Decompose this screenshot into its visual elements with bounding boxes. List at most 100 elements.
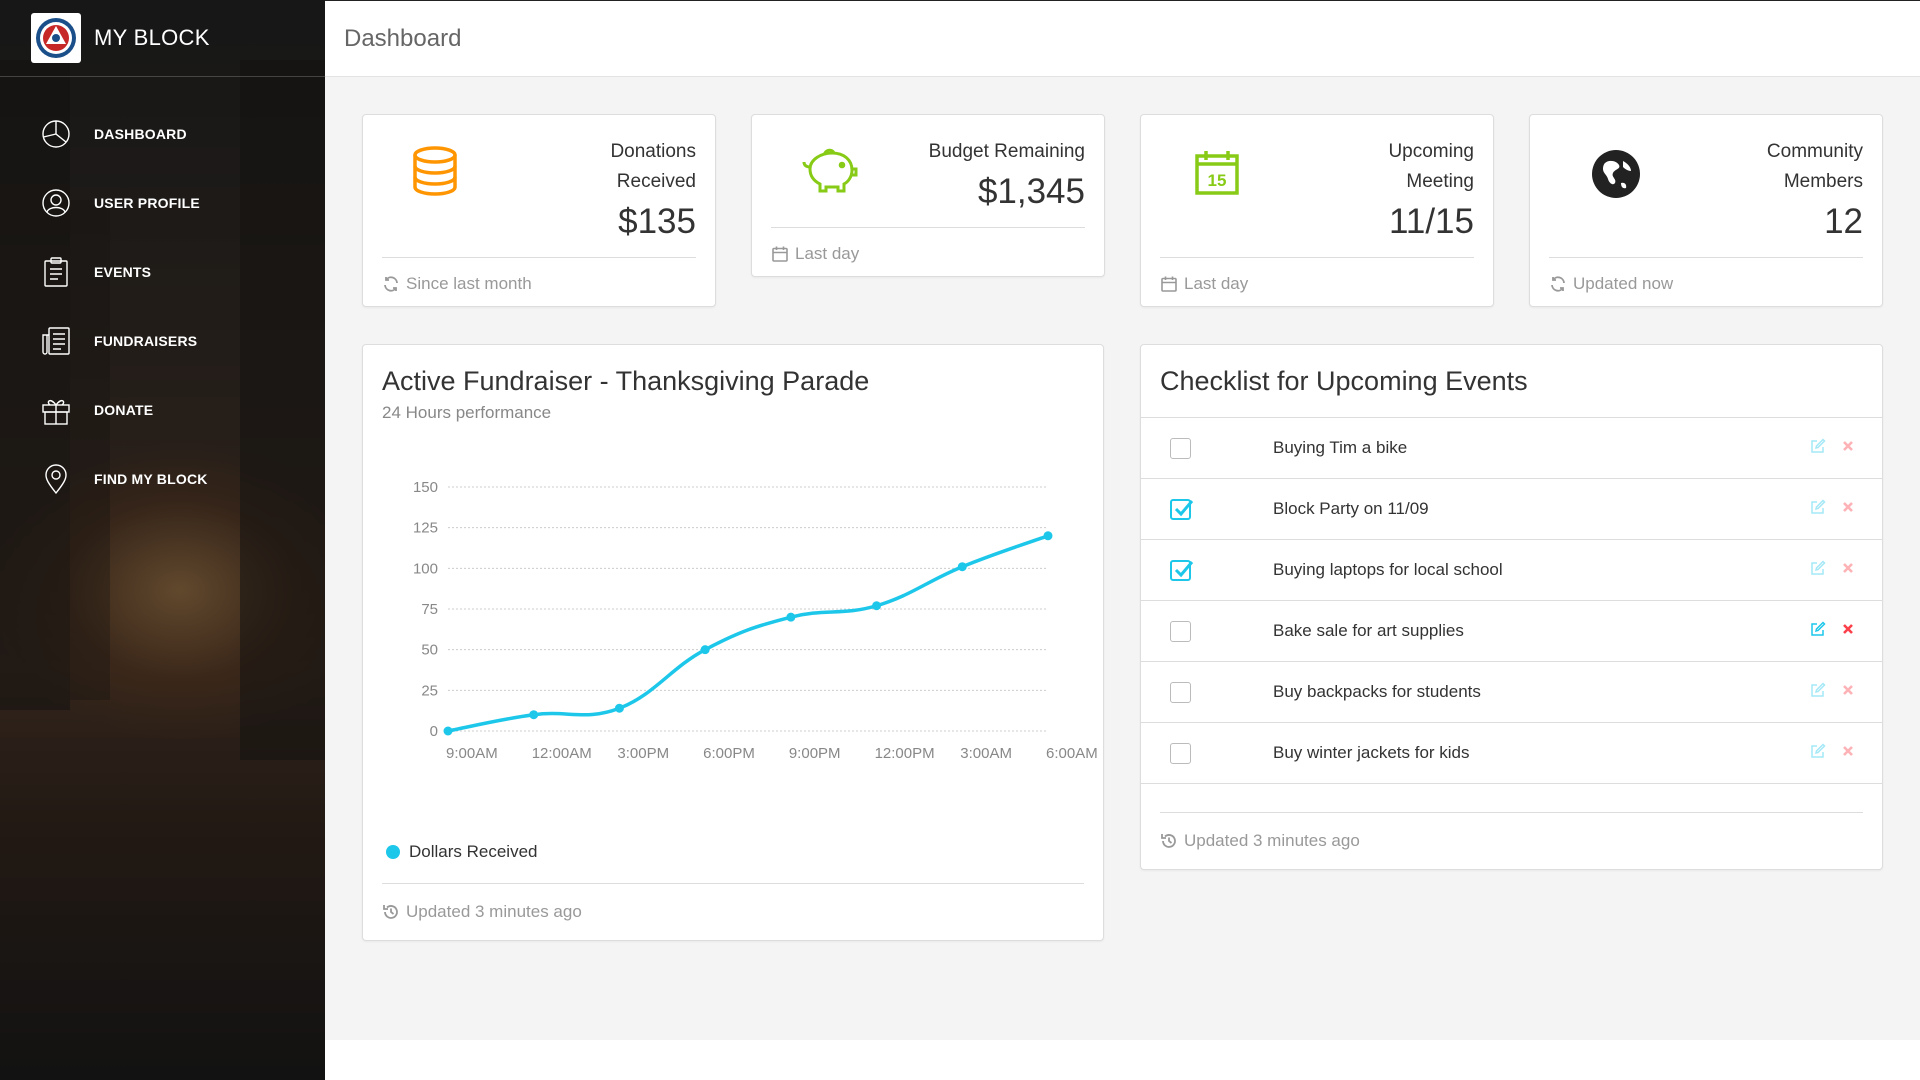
footer-strip — [325, 1040, 1920, 1080]
task-checkbox[interactable] — [1170, 620, 1191, 642]
data-point — [700, 645, 710, 655]
data-point — [872, 601, 882, 611]
data-point — [529, 710, 539, 720]
news-icon — [42, 326, 70, 355]
remove-icon[interactable] — [1840, 560, 1856, 576]
sidebar-item-events[interactable]: EVENTS — [0, 237, 325, 306]
stat-value: $1,345 — [977, 172, 1085, 211]
check-icon — [1174, 499, 1194, 516]
stat-footer-text: Last day — [1184, 274, 1249, 293]
stat-label: Received — [616, 171, 696, 192]
stat-footer: Last day — [771, 227, 1085, 280]
edit-icon[interactable] — [1810, 621, 1826, 637]
y-tick-label: 50 — [421, 642, 438, 659]
user-icon — [42, 188, 70, 217]
stat-label: Meeting — [1406, 171, 1474, 192]
x-tick-label: 9:00AM — [446, 745, 498, 762]
legend-dot — [386, 845, 400, 859]
task-text: Buy winter jackets for kids — [1273, 743, 1470, 762]
task-checkbox[interactable] — [1170, 742, 1191, 764]
task-checkbox[interactable] — [1170, 498, 1194, 520]
y-tick-label: 75 — [421, 601, 438, 618]
y-tick-label: 125 — [413, 520, 438, 537]
task-actions — [1810, 621, 1856, 637]
remove-icon[interactable] — [1840, 621, 1856, 637]
task-row: Buying laptops for local school — [1141, 540, 1882, 601]
chart-title: Active Fundraiser - Thanksgiving Parade — [382, 366, 870, 396]
edit-icon[interactable] — [1810, 682, 1826, 698]
edit-icon[interactable] — [1810, 560, 1826, 576]
sidebar-item-label: FUNDRAISERS — [94, 332, 198, 349]
stat-label: Budget Remaining — [928, 141, 1085, 162]
checklist-footer-text: Updated 3 minutes ago — [1184, 831, 1360, 850]
x-tick-label: 3:00AM — [960, 745, 1012, 762]
check-icon — [1174, 560, 1194, 577]
data-point — [443, 726, 453, 736]
page-title[interactable]: Dashboard — [344, 24, 462, 52]
sidebar-item-label: FIND MY BLOCK — [94, 470, 208, 487]
sidebar-item-user-profile[interactable]: USER PROFILE — [0, 168, 325, 237]
stat-footer: Updated now — [1549, 257, 1863, 310]
top-navbar: Dashboard — [325, 0, 1920, 77]
main-content: Dashboard Donations Received $135 Since … — [325, 0, 1920, 1040]
task-text: Buying laptops for local school — [1273, 560, 1503, 579]
stat-footer: Since last month — [382, 257, 696, 310]
sidebar-item-find-my-block[interactable]: FIND MY BLOCK — [0, 444, 325, 513]
stat-label: Community — [1766, 141, 1863, 162]
sidebar-item-dashboard[interactable]: DASHBOARD — [0, 99, 325, 168]
chart-footer: Updated 3 minutes ago — [382, 883, 1084, 940]
y-tick-label: 150 — [413, 479, 438, 496]
calendar-icon — [772, 246, 788, 262]
task-checkbox[interactable] — [1170, 437, 1191, 459]
edit-icon[interactable] — [1810, 743, 1826, 759]
task-actions — [1810, 682, 1856, 698]
globe-icon — [1592, 150, 1640, 198]
edit-icon[interactable] — [1810, 499, 1826, 515]
fundraiser-chart-card: Active Fundraiser - Thanksgiving Parade … — [362, 344, 1104, 941]
piggy-bank-icon — [802, 148, 858, 193]
stat-label: Members — [1783, 171, 1863, 192]
remove-icon[interactable] — [1840, 743, 1856, 759]
task-actions — [1810, 499, 1856, 515]
y-tick-label: 0 — [430, 723, 438, 740]
history-icon — [383, 905, 398, 919]
sidebar: MY BLOCK DASHBOARD USER PROFILE EVENTS F… — [0, 0, 325, 1080]
task-text: Buy backpacks for students — [1273, 682, 1481, 701]
remove-icon[interactable] — [1840, 499, 1856, 515]
x-tick-label: 6:00AM — [1046, 745, 1098, 762]
x-tick-label: 12:00AM — [532, 745, 592, 762]
stat-card-donations: Donations Received $135 Since last month — [362, 114, 716, 307]
series-line — [447, 534, 1049, 733]
line-chart: 0 25 50 75 100 125 150 9:00AM 12:00AM 3:00PM 6:00P… — [413, 479, 1098, 762]
task-checkbox[interactable] — [1170, 559, 1194, 581]
remove-icon[interactable] — [1840, 438, 1856, 454]
calendar-icon — [1161, 276, 1177, 292]
task-row: Buying Tim a bike — [1141, 418, 1882, 479]
task-row: Buy backpacks for students — [1141, 662, 1882, 723]
svg-text:15: 15 — [1208, 171, 1227, 190]
stat-footer-text: Since last month — [406, 274, 532, 293]
sidebar-item-label: USER PROFILE — [94, 194, 200, 211]
refresh-icon — [1551, 276, 1565, 292]
stat-card-meeting: 15 Upcoming Meeting 11/15 Last day — [1140, 114, 1494, 307]
refresh-icon — [384, 276, 398, 292]
calendar-15-icon: 15 — [1195, 151, 1239, 195]
task-checkbox[interactable] — [1170, 681, 1191, 703]
data-point — [1043, 531, 1053, 541]
task-actions — [1810, 743, 1856, 759]
checklist-title: Checklist for Upcoming Events — [1160, 366, 1528, 396]
sidebar-item-donate[interactable]: DONATE — [0, 375, 325, 444]
brand[interactable]: MY BLOCK — [0, 0, 325, 77]
task-list: Buying Tim a bike Block Party on 11/09 Buy… — [1141, 417, 1882, 784]
gift-icon — [42, 399, 70, 425]
stat-footer-text: Updated now — [1573, 274, 1674, 293]
remove-icon[interactable] — [1840, 682, 1856, 698]
checklist-footer: Updated 3 minutes ago — [1160, 812, 1863, 869]
stat-value: 12 — [1824, 202, 1863, 241]
history-icon — [1161, 834, 1176, 848]
data-point — [786, 612, 796, 622]
edit-icon[interactable] — [1810, 438, 1826, 454]
sidebar-item-fundraisers[interactable]: FUNDRAISERS — [0, 306, 325, 375]
legend-label: Dollars Received — [409, 842, 538, 861]
chart-subtitle: 24 Hours performance — [382, 403, 552, 422]
